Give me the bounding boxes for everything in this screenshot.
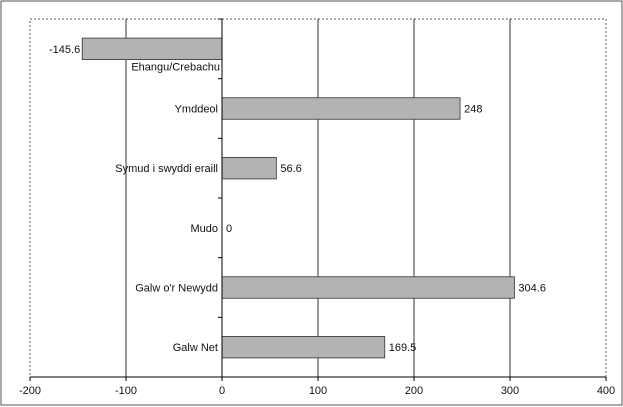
data-label: 0 <box>226 223 232 235</box>
x-tick-label: 400 <box>597 385 615 397</box>
labels: -200 -100 0 100 200 300 400 Ehangu/Crebachu -145… <box>19 44 615 397</box>
bar <box>81 37 223 60</box>
bar <box>221 97 461 120</box>
bar <box>221 276 515 299</box>
x-tick-label: 300 <box>501 385 519 397</box>
category-label: Ehangu/Crebachu <box>131 62 220 74</box>
data-label: -145.6 <box>49 44 80 56</box>
data-label: 56.6 <box>280 163 301 175</box>
category-label: Mudo <box>190 223 218 235</box>
gridlines <box>125 19 511 377</box>
bar <box>221 336 386 359</box>
x-tick-label: -100 <box>115 385 137 397</box>
bars <box>81 37 515 359</box>
x-tick-label: -200 <box>19 385 41 397</box>
axes <box>29 18 607 381</box>
category-label: Galw Net <box>173 342 218 354</box>
data-label: 248 <box>464 104 482 116</box>
bar <box>221 157 277 180</box>
x-tick-label: 200 <box>405 385 423 397</box>
category-label: Ymddeol <box>175 104 218 116</box>
category-label: Symud i swyddi eraill <box>115 163 218 175</box>
x-tick-label: 0 <box>219 385 225 397</box>
x-tick-label: 100 <box>309 385 327 397</box>
data-label: 169.5 <box>389 342 417 354</box>
data-label: 304.6 <box>518 283 546 295</box>
category-label: Galw o'r Newydd <box>135 283 218 295</box>
